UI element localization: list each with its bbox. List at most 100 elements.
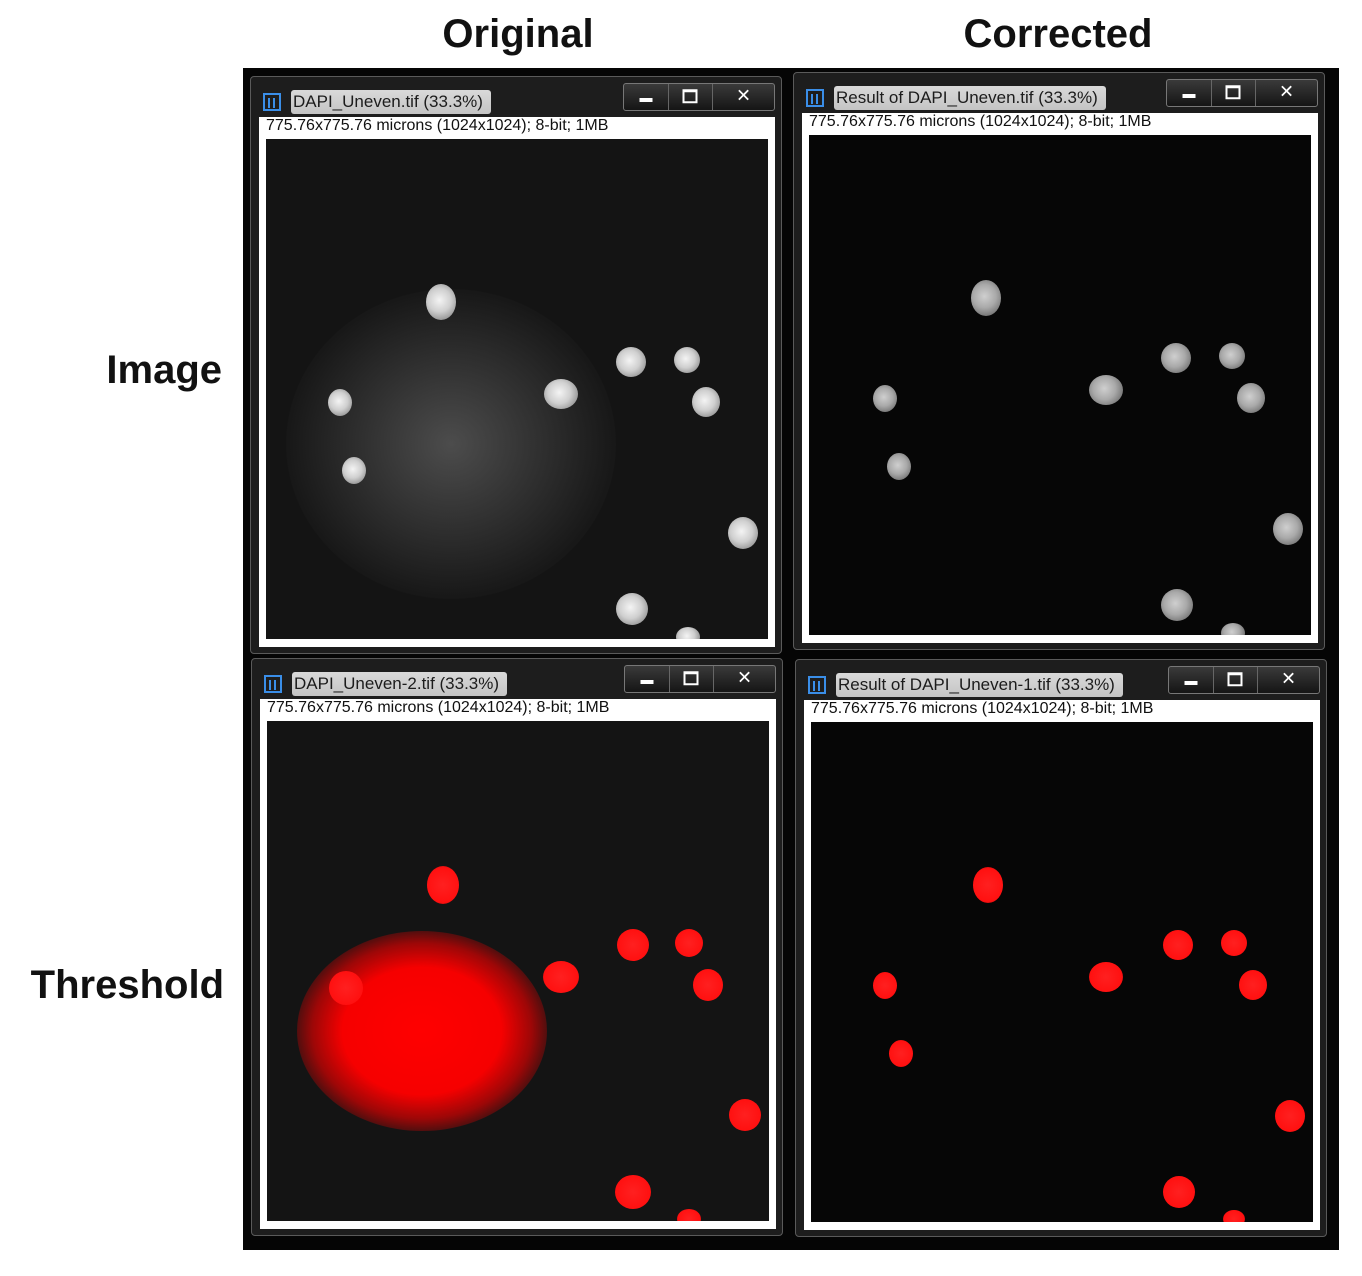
minimize-button[interactable] [1169,667,1214,693]
window-controls: ✕ [1168,666,1320,694]
threshold-nucleus [617,929,649,961]
window-title: DAPI_Uneven.tif (33.3%) [291,90,491,114]
nucleus [674,347,700,373]
minimize-icon [1182,93,1196,98]
image-frame: 775.76x775.76 microns (1024x1024); 8-bit… [804,700,1320,1230]
nucleus [971,280,1001,316]
maximize-button[interactable] [670,666,715,692]
image-window-original[interactable]: DAPI_Uneven.tif (33.3%) ✕ 775.76x775.76 … [250,76,782,654]
column-heading-original: Original [442,12,594,56]
maximize-icon [683,671,699,686]
window-title: DAPI_Uneven-2.tif (33.3%) [292,672,508,696]
row-heading-image: Image [106,348,222,392]
threshold-nucleus [889,1040,913,1067]
minimize-icon [639,97,653,102]
nucleus [1161,343,1191,373]
minimize-button[interactable] [625,666,670,692]
threshold-nucleus [675,929,703,957]
maximize-button[interactable] [1214,667,1259,693]
uneven-illumination-glow [286,289,616,599]
row-heading-threshold: Threshold [30,963,224,1007]
threshold-nucleus [329,971,363,1005]
nucleus [873,385,897,412]
threshold-nucleus [1223,1210,1245,1222]
image-window-corrected[interactable]: Result of DAPI_Uneven.tif (33.3%) ✕ 775.… [793,72,1325,650]
threshold-nucleus [729,1099,761,1131]
nucleus [1219,343,1245,369]
close-icon: ✕ [1280,668,1297,690]
close-button[interactable]: ✕ [714,666,775,692]
image-info-text: 775.76x775.76 microns (1024x1024); 8-bit… [266,117,609,134]
image-canvas[interactable] [811,722,1313,1222]
nucleus [1089,375,1123,405]
window-titlebar[interactable]: Result of DAPI_Uneven-1.tif (33.3%) ✕ [796,660,1326,704]
maximize-icon [1227,672,1243,687]
nucleus [1237,383,1265,413]
close-icon: ✕ [1278,81,1295,103]
threshold-nucleus [1239,970,1267,1000]
nucleus [616,593,648,625]
close-button[interactable]: ✕ [1256,80,1317,106]
maximize-button[interactable] [1212,80,1257,106]
threshold-nucleus [1275,1100,1305,1132]
threshold-nucleus [973,867,1003,903]
nucleus [328,389,352,416]
maximize-icon [1225,85,1241,100]
imagej-icon [808,676,826,694]
image-info-text: 775.76x775.76 microns (1024x1024); 8-bit… [267,699,610,716]
threshold-nucleus [1163,930,1193,960]
window-titlebar[interactable]: DAPI_Uneven.tif (33.3%) ✕ [251,77,781,121]
threshold-nucleus [1163,1176,1195,1208]
threshold-nucleus [543,961,579,993]
image-info-text: 775.76x775.76 microns (1024x1024); 8-bit… [809,113,1152,130]
nucleus [1221,623,1245,635]
close-button[interactable]: ✕ [713,84,774,110]
minimize-icon [1184,680,1198,685]
image-frame: 775.76x775.76 microns (1024x1024); 8-bit… [259,117,775,647]
window-controls: ✕ [1166,79,1318,107]
minimize-button[interactable] [624,84,669,110]
nucleus [616,347,646,377]
minimize-button[interactable] [1167,80,1212,106]
nucleus [692,387,720,417]
imagej-icon [264,675,282,693]
close-button[interactable]: ✕ [1258,667,1319,693]
window-title: Result of DAPI_Uneven.tif (33.3%) [834,86,1106,110]
image-info-text: 775.76x775.76 microns (1024x1024); 8-bit… [811,700,1154,717]
nucleus [426,284,456,320]
threshold-nucleus [615,1175,651,1209]
window-titlebar[interactable]: DAPI_Uneven-2.tif (33.3%) ✕ [252,659,782,703]
nucleus [1273,513,1303,545]
image-canvas[interactable] [267,721,769,1221]
close-icon: ✕ [735,85,752,107]
window-controls: ✕ [624,665,776,693]
imagej-icon [806,89,824,107]
close-icon: ✕ [736,667,753,689]
maximize-button[interactable] [669,84,714,110]
threshold-nucleus [677,1209,701,1221]
threshold-window-original[interactable]: DAPI_Uneven-2.tif (33.3%) ✕ 775.76x775.7… [251,658,783,1236]
threshold-window-corrected[interactable]: Result of DAPI_Uneven-1.tif (33.3%) ✕ 77… [795,659,1327,1237]
nucleus [544,379,578,409]
window-titlebar[interactable]: Result of DAPI_Uneven.tif (33.3%) ✕ [794,73,1324,117]
column-heading-corrected: Corrected [963,12,1153,56]
nucleus [342,457,366,484]
image-canvas[interactable] [809,135,1311,635]
threshold-nucleus [427,866,459,904]
threshold-nucleus [693,969,723,1001]
nucleus [887,453,911,480]
minimize-icon [640,679,654,684]
threshold-nucleus [873,972,897,999]
maximize-icon [682,89,698,104]
threshold-nucleus [1089,962,1123,992]
image-frame: 775.76x775.76 microns (1024x1024); 8-bit… [802,113,1318,643]
threshold-background-region [297,931,547,1131]
nucleus [1161,589,1193,621]
image-frame: 775.76x775.76 microns (1024x1024); 8-bit… [260,699,776,1229]
imagej-icon [263,93,281,111]
image-canvas[interactable] [266,139,768,639]
window-controls: ✕ [623,83,775,111]
threshold-nucleus [1221,930,1247,956]
nucleus [676,627,700,639]
nucleus [728,517,758,549]
